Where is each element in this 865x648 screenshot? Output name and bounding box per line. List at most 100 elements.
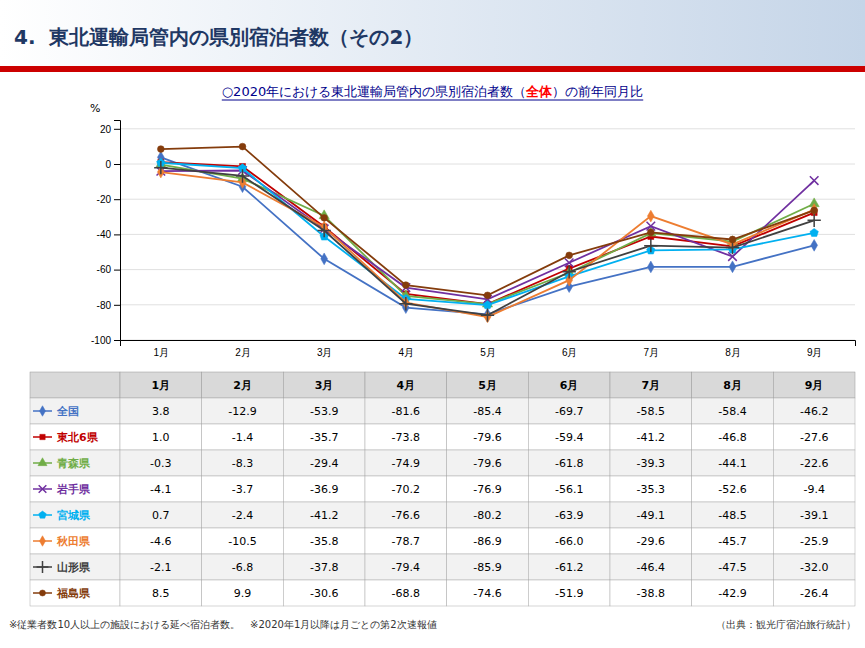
table-cell [365,476,447,502]
table-cell [692,476,774,502]
table-cell [120,580,202,606]
table-cell [283,424,365,450]
y-tick: -40 [97,229,120,240]
grid-line [120,199,855,200]
y-tick: 20 [100,124,120,135]
series-marker [810,176,819,185]
series-line [161,162,814,304]
series-line [161,147,814,296]
table-cell [773,554,855,580]
y-tick-label: 20 [100,124,112,135]
x-tick-label: 1月 [154,347,170,358]
table-value: -74.6 [473,587,501,600]
table-header: 5月 [478,379,497,392]
table-cell [202,528,284,554]
table-row-label: 全国 [56,405,79,418]
table-header: 6月 [560,379,579,392]
table-cell [365,580,447,606]
x-tick-label: 4月 [399,347,415,358]
x-tick: 9月 [807,347,823,358]
table-cell [773,398,855,424]
table-value: -3.7 [232,483,253,496]
table-cell [773,528,855,554]
table-value: -48.5 [718,509,746,522]
table-cell [773,502,855,528]
table-cell [610,528,692,554]
series [157,166,819,303]
table-cell [30,450,120,476]
series-marker [484,292,491,299]
series-marker [810,228,818,236]
table-cell [365,424,447,450]
table-header: 2月 [233,379,252,392]
table-row-label: 福島県 [56,587,91,600]
x-tick-label: 9月 [807,347,823,358]
table-header-cell [610,372,692,398]
table-cell [528,450,610,476]
table-cell [692,554,774,580]
table-value: -69.7 [555,405,583,418]
table-value: -58.4 [718,405,746,418]
table-value: -2.1 [150,561,171,574]
table-cell [610,502,692,528]
table-cell [773,450,855,476]
table-value: -56.1 [555,483,583,496]
y-tick-label: -80 [97,300,112,311]
table-cell [30,398,120,424]
table-value: -38.8 [637,587,665,600]
table-cell [610,450,692,476]
table-cell [283,476,365,502]
y-tick: -60 [97,264,120,275]
table-value: -36.9 [310,483,338,496]
series-line [161,168,814,315]
series-marker [483,301,491,309]
table-cell [447,424,529,450]
x-tick-label: 6月 [562,347,578,358]
table-value: -35.7 [310,431,338,444]
table-cell [30,580,120,606]
y-tick: 0 [105,159,120,170]
x-tick: 6月 [562,347,578,358]
table-cell [283,554,365,580]
table-value: -10.5 [228,535,256,548]
legend-swatch-marker [39,406,45,417]
table-value: -30.6 [310,587,338,600]
grid-line [120,128,855,129]
series [157,158,819,308]
legend-swatch-marker [39,485,47,493]
y-tick-mark [114,305,120,306]
y-tick-label: -60 [97,264,112,275]
table-value: -80.2 [473,509,501,522]
series-line [161,163,814,305]
table-value: -32.0 [800,561,828,574]
series-marker [236,169,249,182]
table-cell [528,580,610,606]
table-value: -79.4 [392,561,420,574]
x-tick-label: 5月 [480,347,496,358]
y-axis: 200-20-40-60-80-100 [91,121,121,346]
table-cell [365,528,447,554]
table-cell [120,450,202,476]
x-tick: 4月 [399,347,415,358]
y-tick-label: 0 [105,159,111,170]
table-cell [447,476,529,502]
y-tick-mark [114,129,120,130]
series-marker [239,143,246,150]
table-value: -25.9 [800,535,828,548]
series-marker [566,252,573,259]
table-value: -81.6 [392,405,420,418]
legend-swatch-marker [37,561,49,573]
table-value: -53.9 [310,405,338,418]
series-marker [157,146,164,153]
table-value: -4.1 [150,483,171,496]
series-marker [154,161,167,174]
table-value: 0.7 [152,509,170,522]
table-value: -73.8 [392,431,420,444]
x-tick-label: 2月 [235,347,251,358]
table-value: -39.1 [800,509,828,522]
table-value: -47.5 [718,561,746,574]
title-bar [0,66,865,72]
table-value: -52.6 [718,483,746,496]
table-cell [447,528,529,554]
table-value: -41.2 [637,431,665,444]
